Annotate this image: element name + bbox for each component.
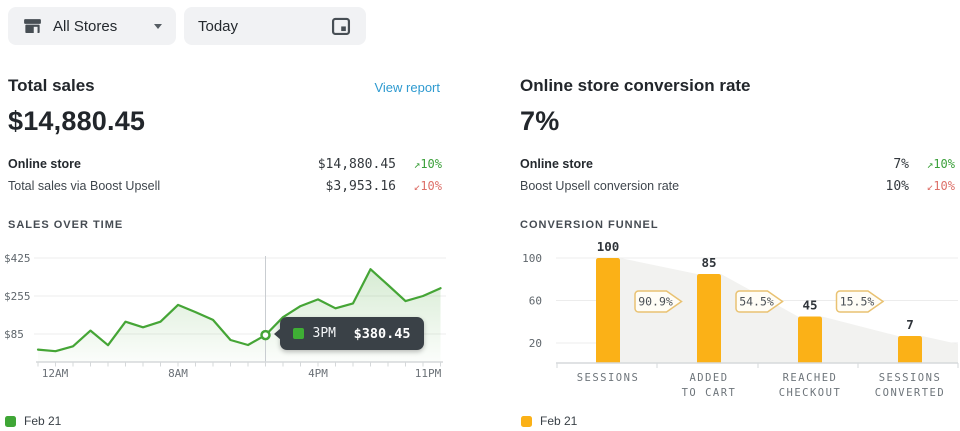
svg-text:85: 85 [701,255,716,270]
legend-label: Feb 21 [24,414,62,428]
svg-text:REACHED: REACHED [783,372,838,384]
svg-text:54.5%: 54.5% [739,295,774,309]
metric-row-boost-upsell-conversion: Boost Upsell conversion rate 10% ↙10% [520,175,955,197]
svg-text:100: 100 [597,240,620,254]
sales-over-time-label: SALES OVER TIME [8,219,124,231]
metric-row-online-store: Online store $14,880.45 ↗10% [8,153,442,175]
svg-text:90.9%: 90.9% [638,295,673,309]
svg-text:SESSIONS: SESSIONS [577,372,640,384]
trend-up-icon: ↗ [413,158,421,171]
metric-row-boost-upsell-sales: Total sales via Boost Upsell $3,953.16 ↙… [8,175,442,197]
total-sales-breakdown: Online store $14,880.45 ↗10% Total sales… [8,153,442,197]
svg-text:7: 7 [906,317,914,332]
metric-delta: ↙10% [926,179,955,193]
svg-text:100: 100 [522,252,542,265]
metric-label: Boost Upsell conversion rate [520,179,680,193]
svg-text:45: 45 [802,297,817,312]
svg-text:CHECKOUT: CHECKOUT [779,387,842,399]
metric-delta: ↗10% [926,157,955,171]
conversion-rate-value: 7% [520,106,560,136]
tooltip-value: $380.45 [353,325,411,342]
legend-label: Feb 21 [540,414,578,428]
date-selector-label: Today [198,17,239,35]
svg-text:CONVERTED: CONVERTED [875,387,945,399]
svg-text:12AM: 12AM [42,367,69,380]
conversion-funnel-label: CONVERSION FUNNEL [520,219,659,231]
svg-text:$425: $425 [4,252,31,265]
sales-line-chart[interactable]: $425 $255 $85 12AM 8AM 4PM 11PM [0,250,450,382]
legend-swatch-orange [521,415,532,427]
metric-value: $14,880.45 [317,156,396,172]
metric-delta: ↗10% [413,157,442,171]
conversion-funnel-chart[interactable]: 100 60 20 100 85 45 7 90.9% 54.5% 15.5% SESSIONS AD… [520,240,960,405]
metric-label: Online store [520,157,593,171]
view-report-link[interactable]: View report [374,80,440,95]
metric-value: $3,953.16 [325,178,396,194]
svg-text:4PM: 4PM [308,367,328,380]
metric-row-online-store-conversion: Online store 7% ↗10% [520,153,955,175]
total-sales-value: $14,880.45 [8,106,146,136]
chart-tooltip: 3PM $380.45 [273,317,424,350]
calendar-icon [331,17,351,36]
date-selector-button[interactable]: Today [184,7,366,45]
svg-text:ADDED: ADDED [689,372,728,384]
svg-text:SESSIONS: SESSIONS [879,372,942,384]
svg-text:20: 20 [529,337,542,350]
sales-chart-legend: Feb 21 [5,414,61,428]
svg-text:15.5%: 15.5% [840,295,875,309]
svg-text:60: 60 [529,295,542,308]
metric-label: Online store [8,157,81,171]
tooltip-time: 3PM [312,326,336,341]
storefront-icon [24,18,41,33]
metric-label: Total sales via Boost Upsell [8,179,161,193]
svg-text:$255: $255 [4,290,31,303]
store-selector-label: All Stores [53,17,118,35]
conversion-breakdown: Online store 7% ↗10% Boost Upsell conver… [520,153,955,197]
trend-up-icon: ↗ [926,158,934,171]
svg-text:$85: $85 [4,328,24,341]
conversion-rate-title: Online store conversion rate [520,76,751,95]
svg-text:8AM: 8AM [168,367,188,380]
tooltip-series-swatch [292,328,304,339]
metric-value: 7% [893,156,909,172]
chevron-down-icon [154,23,162,29]
store-selector-button[interactable]: All Stores [8,7,176,45]
funnel-chart-legend: Feb 21 [521,414,577,428]
trend-down-icon: ↙ [413,180,421,193]
total-sales-title: Total sales [8,76,95,95]
legend-swatch-green [5,415,16,427]
trend-down-icon: ↙ [926,180,934,193]
svg-text:11PM: 11PM [415,367,442,380]
metric-delta: ↙10% [413,179,442,193]
metric-value: 10% [885,178,909,194]
svg-text:TO CART: TO CART [682,387,737,399]
